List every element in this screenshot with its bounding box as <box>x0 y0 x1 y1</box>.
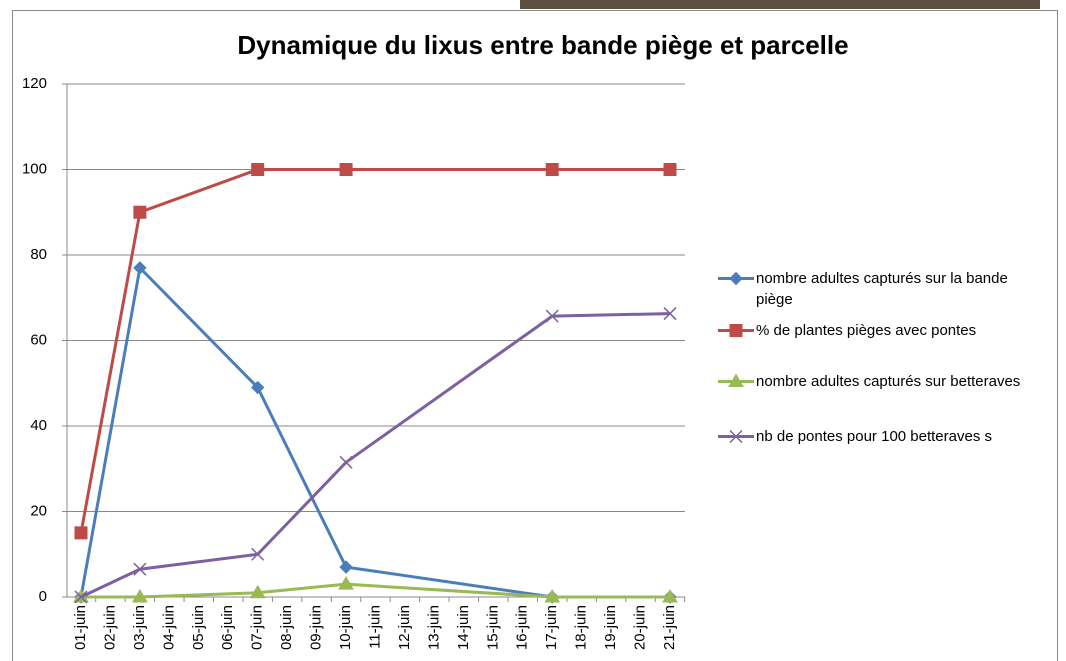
x-tick-label: 17-juin <box>543 605 560 650</box>
x-tick-label: 16-juin <box>514 605 531 650</box>
y-tick-label: 60 <box>30 331 47 348</box>
x-tick-label: 18-juin <box>573 605 590 650</box>
x-tick-label: 15-juin <box>484 605 501 650</box>
x-tick-label: 02-juin <box>101 605 118 650</box>
legend-icon <box>718 268 756 289</box>
legend-label: nb de pontes pour 100 betteraves s <box>756 426 992 447</box>
y-tick-label: 80 <box>30 246 47 263</box>
x-tick-label: 21-juin <box>661 605 678 650</box>
header-photo <box>520 0 1040 9</box>
legend-entry: nombre adultes capturés sur betteraves <box>718 371 1048 392</box>
chart-title: Dynamique du lixus entre bande piège et … <box>237 30 848 60</box>
x-tick-label: 14-juin <box>455 605 472 650</box>
legend-icon <box>718 320 756 341</box>
marker <box>664 164 676 176</box>
chart-container: Dynamique du lixus entre bande piège et … <box>0 0 1066 661</box>
x-tick-label: 04-juin <box>160 605 177 650</box>
legend-icon <box>718 426 756 447</box>
marker <box>134 206 146 218</box>
marker <box>546 164 558 176</box>
x-tick-label: 01-juin <box>72 605 89 650</box>
x-tick-label: 07-juin <box>249 605 266 650</box>
x-tick-label: 13-juin <box>425 605 442 650</box>
x-tick-label: 08-juin <box>278 605 295 650</box>
legend-marker <box>730 325 742 337</box>
marker <box>340 164 352 176</box>
x-tick-label: 09-juin <box>308 605 325 650</box>
x-tick-label: 20-juin <box>632 605 649 650</box>
x-tick-label: 06-juin <box>219 605 236 650</box>
y-tick-label: 100 <box>22 160 47 177</box>
x-tick-label: 03-juin <box>131 605 148 650</box>
marker <box>252 164 264 176</box>
legend-label: nombre adultes capturés sur betteraves <box>756 371 1020 392</box>
x-tick-label: 10-juin <box>337 605 354 650</box>
legend-entry: % de plantes pièges avec pontes <box>718 320 1048 341</box>
x-tick-label: 11-juin <box>366 605 383 649</box>
marker <box>75 527 87 539</box>
legend-icon <box>718 371 756 392</box>
y-tick-label: 40 <box>30 417 47 434</box>
x-tick-label: 19-juin <box>602 605 619 650</box>
legend-entry: nombre adultes capturés sur la bande piè… <box>718 268 1048 310</box>
legend-label: % de plantes pièges avec pontes <box>756 320 976 341</box>
x-tick-label: 12-juin <box>396 605 413 650</box>
legend-entry: nb de pontes pour 100 betteraves s <box>718 426 1048 447</box>
y-tick-label: 0 <box>39 588 47 605</box>
legend-marker <box>730 273 742 285</box>
x-tick-label: 05-juin <box>190 605 207 650</box>
legend-label: nombre adultes capturés sur la bande piè… <box>756 268 1048 310</box>
y-tick-label: 20 <box>30 502 47 519</box>
y-tick-label: 120 <box>22 75 47 92</box>
